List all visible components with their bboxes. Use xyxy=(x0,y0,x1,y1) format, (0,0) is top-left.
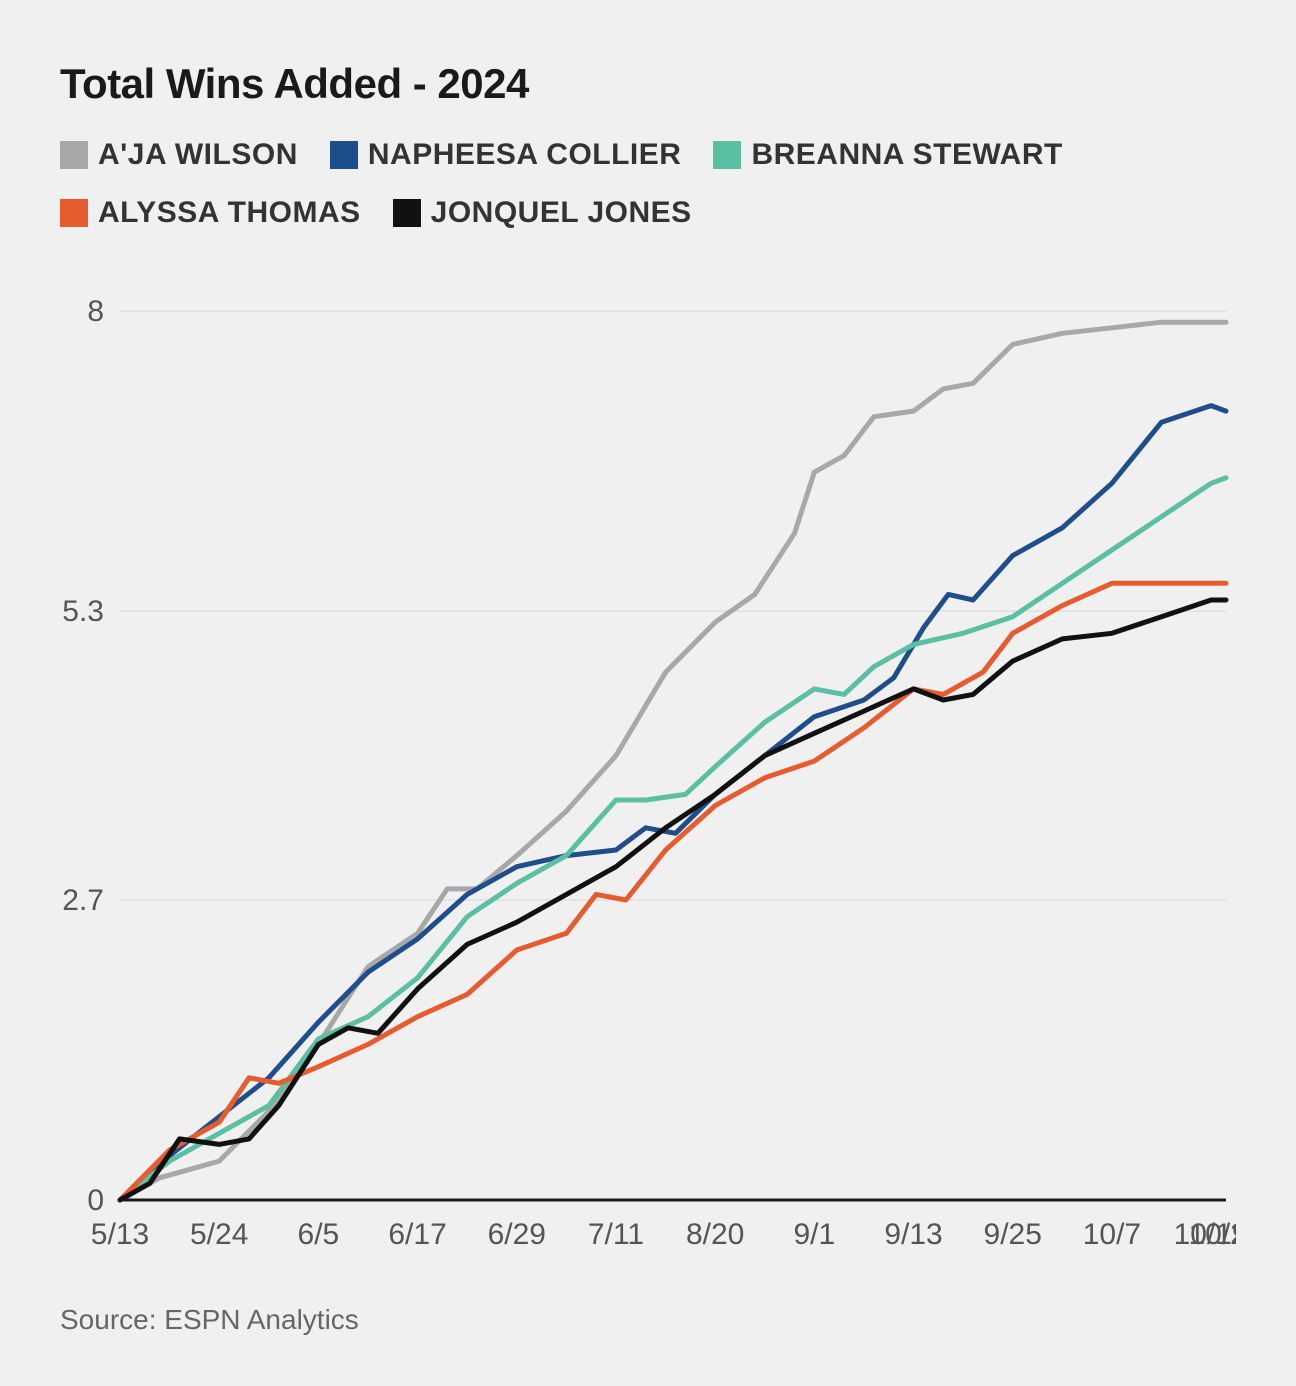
y-tick-label: 2.7 xyxy=(62,884,104,917)
x-tick-label: 10/7 xyxy=(1083,1218,1141,1251)
x-tick-label: 9/1 xyxy=(793,1218,835,1251)
legend-swatch xyxy=(330,141,358,169)
legend-label: A'JA WILSON xyxy=(98,138,298,172)
x-tick-label: 10/20 xyxy=(1188,1218,1236,1251)
x-tick-label: 6/29 xyxy=(488,1218,546,1251)
legend-item: ALYSSA THOMAS xyxy=(60,196,361,230)
legend-item: A'JA WILSON xyxy=(60,138,298,172)
line-chart-svg: 0 2.7 5.3 8 5/13 5/24 6/5 6/17 6/29 7/11 8/20 9/1 9/… xyxy=(60,270,1236,1280)
legend-label: ALYSSA THOMAS xyxy=(98,196,361,230)
x-tick-label: 7/11 xyxy=(588,1218,644,1251)
x-tick-label: 5/24 xyxy=(190,1218,248,1251)
x-tick-label: 9/25 xyxy=(984,1218,1042,1251)
legend-label: NAPHEESA COLLIER xyxy=(368,138,682,172)
legend-swatch xyxy=(60,199,88,227)
legend-swatch xyxy=(713,141,741,169)
x-tick-label: 6/17 xyxy=(388,1218,446,1251)
x-tick-label: 9/13 xyxy=(884,1218,942,1251)
y-tick-label: 0 xyxy=(87,1184,104,1217)
legend-item: JONQUEL JONES xyxy=(393,196,692,230)
x-tick-label: 5/13 xyxy=(91,1218,149,1251)
chart-title: Total Wins Added - 2024 xyxy=(60,60,1236,108)
legend: A'JA WILSON NAPHEESA COLLIER BREANNA STEWA… xyxy=(60,138,1236,230)
x-tick-label: 8/20 xyxy=(686,1218,744,1251)
y-tick-label: 8 xyxy=(87,295,104,328)
legend-label: BREANNA STEWART xyxy=(751,138,1062,172)
series-line xyxy=(120,583,1226,1200)
source-attribution: Source: ESPN Analytics xyxy=(60,1304,1236,1336)
legend-swatch xyxy=(60,141,88,169)
legend-item: BREANNA STEWART xyxy=(713,138,1062,172)
legend-item: NAPHEESA COLLIER xyxy=(330,138,682,172)
y-tick-label: 5.3 xyxy=(62,595,104,628)
legend-label: JONQUEL JONES xyxy=(431,196,692,230)
legend-swatch xyxy=(393,199,421,227)
chart-area: 0 2.7 5.3 8 5/13 5/24 6/5 6/17 6/29 7/11 8/20 9/1 9/… xyxy=(60,270,1236,1280)
series-line xyxy=(120,322,1226,1200)
x-tick-label: 6/5 xyxy=(298,1218,340,1251)
